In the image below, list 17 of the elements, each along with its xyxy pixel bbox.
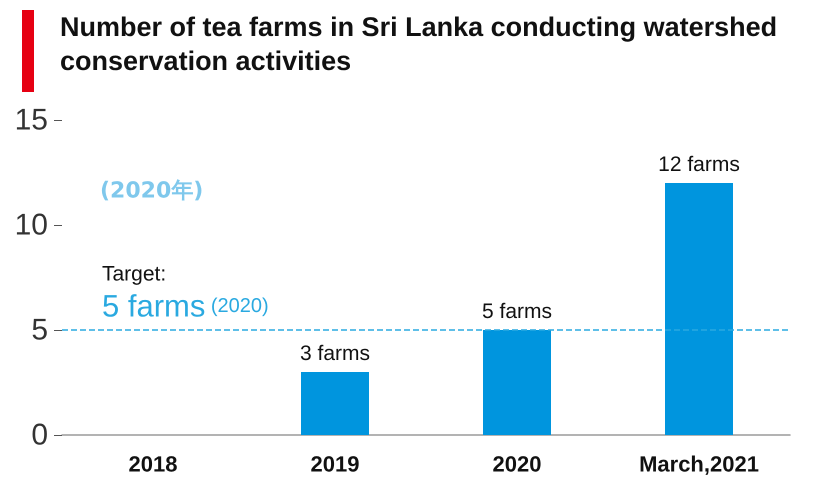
y-tick-label: 15 [14,104,48,136]
chart-title: Number of tea farms in Sri Lanka conducting watershed conservation activities [60,11,778,78]
annotation: (2020年) [100,178,204,204]
data-label: 12 farms [658,153,740,176]
y-tick-label: 0 [31,418,48,452]
data-label: 3 farms [300,342,370,365]
x-tick-label: March,2021 [639,452,759,476]
x-tick-label: 2020 [492,452,542,476]
y-tick-label: 10 [14,208,48,242]
x-tick-label: 2019 [310,452,360,476]
y-tick-label: 5 [31,314,48,346]
data-label: 5 farms [482,300,552,323]
ref-line-label: Target: 5 farms (2020) [102,262,269,324]
bar [301,372,369,435]
bar [665,183,733,435]
x-tick-label: 2018 [128,452,178,476]
bar [483,330,551,435]
